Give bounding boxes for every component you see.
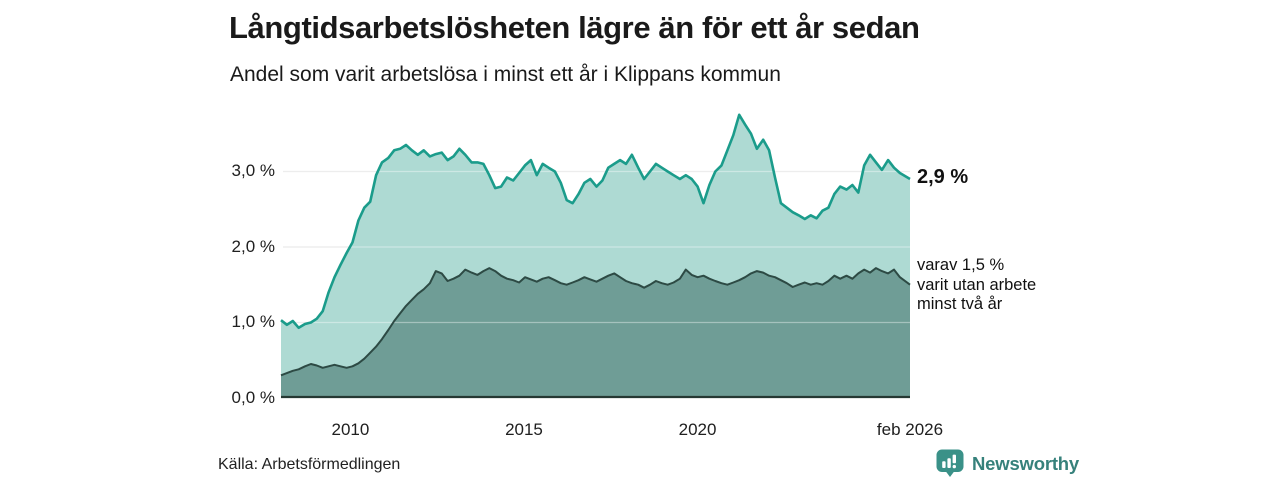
line-two-year [280,267,911,377]
newsworthy-logo[interactable]: Newsworthy [936,449,1079,478]
x-tick-label: 2015 [505,420,543,439]
end-value-label: 2,9 % [917,166,969,188]
newsworthy-bars-icon [936,449,964,477]
x-tick-label: 2010 [331,420,370,439]
area-chart [280,113,911,399]
y-tick-label: 0,0 % [231,388,275,407]
y-tick-label: 2,0 % [231,236,275,256]
area-two-year [281,268,910,398]
secondary-annotation: varav 1,5 % varit utan arbete minst två … [917,256,1036,315]
chart-title: Långtidsarbetslösheten lägre än för ett … [229,10,920,45]
newsworthy-wordmark: Newsworthy [972,452,1079,474]
y-tick-label: 1,0 % [231,312,275,332]
line-one-year [280,113,911,330]
secondary-annotation-line: varit utan arbete [917,275,1037,294]
chart-subtitle: Andel som varit arbetslösa i minst ett å… [230,63,781,86]
x-tick-label: feb 2026 [876,420,944,439]
source-label: Källa: Arbetsförmedlingen [218,456,401,473]
x-tick-label: 2020 [678,420,717,439]
y-tick-label: 3,0 % [231,161,275,181]
secondary-annotation-line: varav 1,5 % [917,256,1005,274]
secondary-annotation-line: minst två år [917,295,1003,313]
